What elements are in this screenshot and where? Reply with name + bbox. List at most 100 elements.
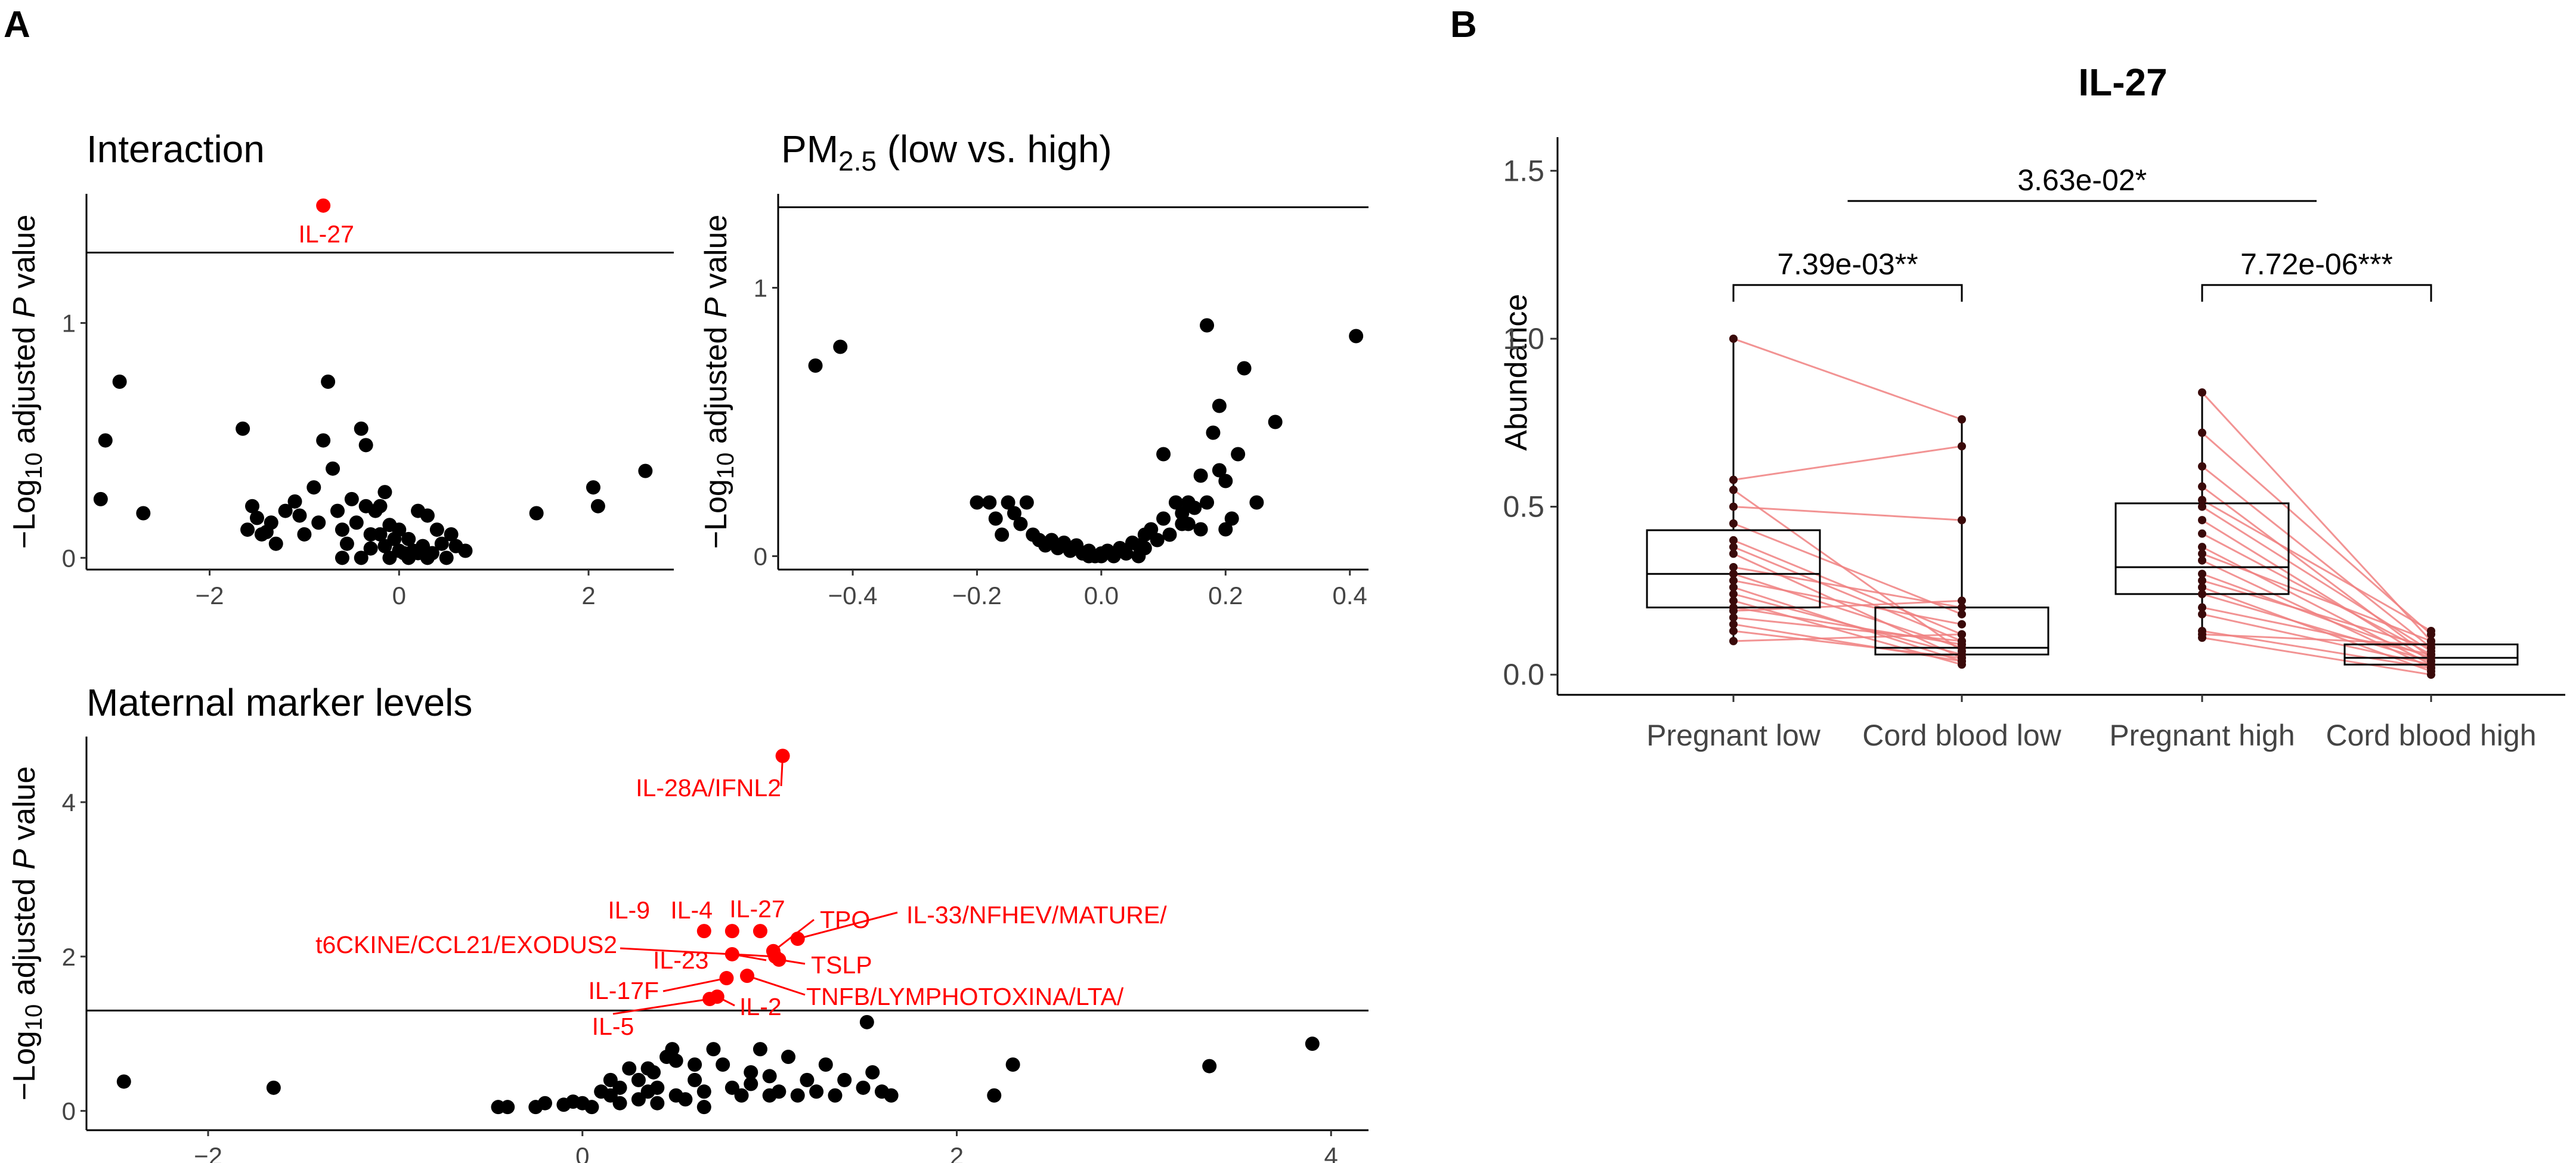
label-connector [620, 947, 776, 958]
data-point [1237, 361, 1252, 376]
data-point [500, 1100, 515, 1115]
data-point [987, 1088, 1002, 1103]
x-tick-label: Cord blood low [1862, 719, 2061, 752]
x-tick-label: 2 [950, 1142, 964, 1163]
data-point [349, 515, 364, 530]
data-point [1231, 447, 1246, 462]
data-point [420, 508, 435, 523]
data-point [316, 433, 331, 448]
data-point [1168, 495, 1183, 510]
data-point [363, 541, 378, 556]
data-point [358, 438, 373, 453]
data-point [884, 1088, 899, 1103]
data-point [809, 1084, 824, 1099]
x-tick-label: 0.2 [1208, 582, 1243, 610]
data-point [631, 1072, 646, 1087]
data-point [2198, 603, 2206, 612]
data-point [1729, 549, 1738, 558]
x-tick-label: Pregnant high [2109, 719, 2295, 752]
data-point [1150, 533, 1165, 548]
data-point [995, 527, 1010, 542]
y-axis-label: Abundance [1499, 294, 1534, 451]
data-point [1729, 576, 1738, 585]
data-point [1200, 318, 1215, 333]
label-connector [747, 975, 806, 996]
chart-title: Maternal marker levels [86, 681, 472, 724]
data-point [865, 1065, 880, 1080]
data-point [1144, 522, 1159, 537]
data-point [344, 491, 359, 506]
data-point [98, 433, 113, 448]
paired-line [2202, 499, 2432, 632]
data-point [688, 1072, 702, 1087]
highlight-point [724, 947, 739, 961]
data-point [2427, 670, 2435, 679]
significance-label: 7.39e-03** [1777, 248, 1918, 281]
data-point [1212, 398, 1227, 413]
data-point [1349, 329, 1364, 344]
data-point [1305, 1037, 1320, 1051]
data-point [2198, 462, 2206, 471]
data-point [1729, 536, 1738, 545]
data-point [240, 522, 255, 537]
data-point [1729, 590, 1738, 599]
paired-line [1733, 593, 1962, 655]
data-point [266, 1080, 281, 1095]
panel-letter-a: A [4, 4, 30, 45]
highlight-point-label: IL-5 [592, 1013, 634, 1040]
highlight-point-label: IL-4 [670, 896, 713, 924]
data-point [2198, 583, 2206, 592]
data-point [828, 1088, 843, 1103]
y-axis-label: −Log10 adjusted P value [699, 215, 739, 549]
significance-bracket [1732, 284, 1963, 302]
data-point [2198, 496, 2206, 505]
highlight-point-label: IL-33/NFHEV/MATURE/ [906, 901, 1167, 929]
paired-line [1733, 506, 1962, 521]
paired-line [1733, 489, 1962, 652]
data-point [2198, 576, 2206, 585]
data-point [1958, 442, 1966, 451]
data-point [1187, 500, 1202, 515]
data-point [1729, 596, 1738, 605]
data-point [1007, 506, 1021, 521]
data-point [859, 1014, 874, 1029]
data-point [1958, 630, 1966, 639]
data-point [264, 515, 278, 530]
data-point [401, 531, 416, 546]
data-point [1729, 485, 1738, 494]
highlight-point [772, 952, 787, 967]
data-point [1729, 562, 1738, 571]
chart-interaction: Interaction −Log10 adjusted P value 0 1 −2 0 2… [7, 128, 674, 610]
data-point [1019, 495, 1034, 510]
y-tick-label: 0.0 [1503, 658, 1544, 691]
data-point [772, 1084, 787, 1099]
data-point [1082, 549, 1097, 564]
data-point [1729, 334, 1738, 343]
paired-line [1733, 630, 1962, 659]
data-point [339, 536, 354, 551]
highlight-point-label: IL-2 [739, 993, 782, 1020]
data-point [1729, 519, 1738, 528]
x-tick-label: −0.2 [952, 582, 1002, 610]
data-point [706, 1042, 721, 1057]
data-point [1224, 511, 1239, 526]
highlight-point [724, 924, 739, 939]
data-point [638, 463, 653, 478]
data-point [734, 1088, 749, 1103]
y-tick-label: 1 [62, 310, 76, 338]
data-point [1212, 463, 1227, 478]
data-point [716, 1057, 730, 1072]
data-point [292, 508, 307, 523]
data-point [1958, 603, 1966, 612]
data-point [622, 1061, 637, 1076]
data-point [2198, 543, 2206, 552]
data-point [1958, 596, 1966, 605]
data-point [1729, 613, 1738, 622]
data-point [1175, 506, 1190, 521]
paired-line [1733, 445, 1962, 481]
data-point [2198, 388, 2206, 397]
highlight-point [790, 932, 805, 947]
paired-line [2202, 465, 2432, 649]
highlight-point-label: IL-28A/IFNL2 [636, 774, 781, 802]
data-point [93, 491, 108, 506]
